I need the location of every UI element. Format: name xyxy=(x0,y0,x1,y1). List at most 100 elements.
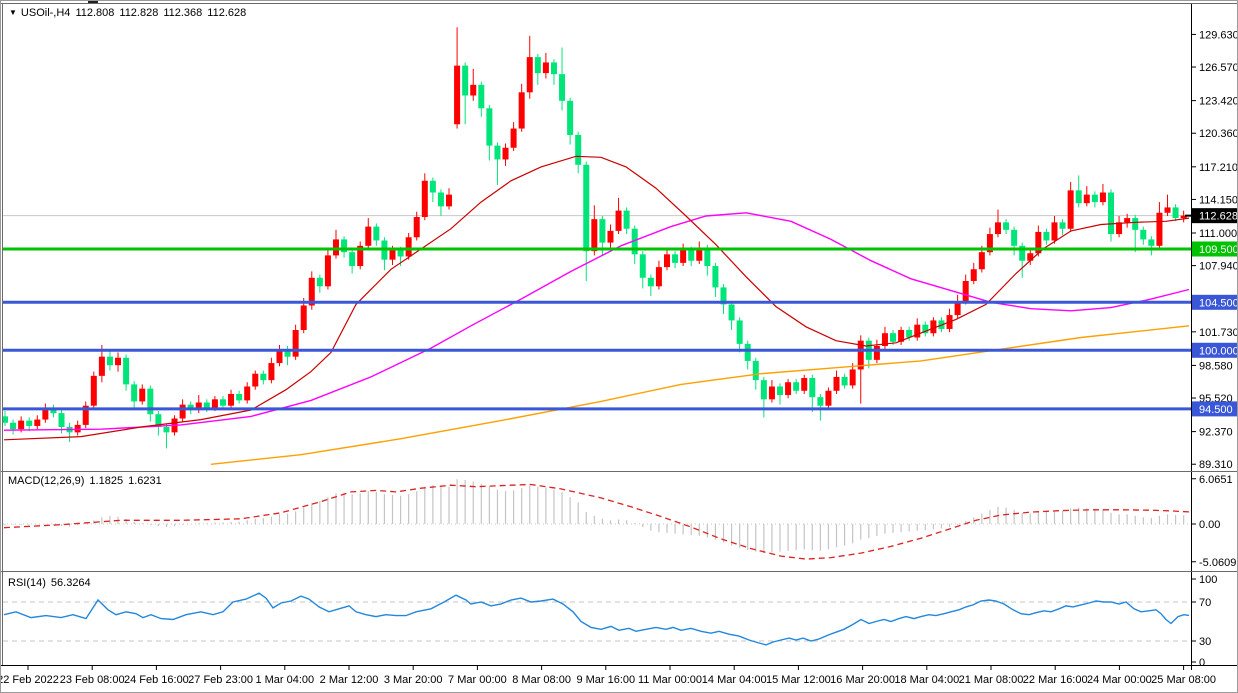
candle-body xyxy=(575,134,582,165)
candle-body xyxy=(752,360,759,381)
candle-body xyxy=(300,305,307,331)
rsi-panel[interactable] xyxy=(3,572,1191,665)
candle-body xyxy=(389,250,396,260)
date-tick-label: 18 Mar 04:00 xyxy=(894,674,959,686)
price-level-badge: 100.000 xyxy=(1192,342,1238,358)
candle-body xyxy=(922,324,929,334)
date-tick-label: 22 Mar 16:00 xyxy=(1023,674,1088,686)
candle-body xyxy=(655,267,662,287)
candle-body xyxy=(98,356,105,376)
main-chart-layer xyxy=(3,27,1191,465)
date-tick-label: 15 Mar 12:00 xyxy=(766,674,831,686)
candle-body xyxy=(179,404,186,419)
rsi-tick-label: 0 xyxy=(1199,657,1205,669)
badge-text: 100.000 xyxy=(1199,345,1238,357)
candle-body xyxy=(954,301,961,316)
candle-body xyxy=(139,388,146,402)
price-level-badge: 109.500 xyxy=(1192,241,1238,257)
candle-body xyxy=(1099,192,1106,203)
candle-body xyxy=(397,250,404,257)
candle-body xyxy=(446,194,453,207)
date-tick-label: 24 Feb 16:00 xyxy=(124,674,189,686)
top-edge-artifact xyxy=(88,1,98,4)
candle-body xyxy=(1083,194,1090,204)
candle-body xyxy=(542,62,549,74)
badge-background xyxy=(1192,401,1237,417)
candle-body xyxy=(1140,229,1147,240)
candle-body xyxy=(462,65,469,96)
candle-body xyxy=(510,128,517,148)
candle-body xyxy=(260,373,267,381)
ohlc-close: 112.628 xyxy=(207,7,247,19)
candle-body xyxy=(962,280,969,302)
candle-body xyxy=(1019,245,1026,261)
macd-signal-line xyxy=(3,483,1190,560)
date-axis-area[interactable] xyxy=(1,666,1238,693)
rsi-name: RSI(14) xyxy=(8,577,46,589)
candle-body xyxy=(236,393,243,401)
price-tick-label: 92.370 xyxy=(1199,427,1233,439)
badge-text: 109.500 xyxy=(1199,244,1238,256)
candle-body xyxy=(768,386,775,400)
candle-body xyxy=(930,320,937,334)
ma-fast-red-line xyxy=(3,155,1190,441)
candle-body xyxy=(42,407,49,420)
price-tick-label: 123.420 xyxy=(1199,96,1238,108)
badge-background xyxy=(1192,342,1237,358)
candle-body xyxy=(833,376,840,391)
symbol-ohlc-line: ▼ USOil-,H4 112.808 112.828 112.368 112.628 xyxy=(9,7,246,19)
price-tick-label: 107.940 xyxy=(1199,261,1238,273)
candle-body xyxy=(292,330,299,357)
candle-body xyxy=(785,382,792,396)
candle-body xyxy=(1172,207,1179,219)
candle-body xyxy=(744,343,751,361)
candle-body xyxy=(284,349,291,357)
price-tick-label: 89.310 xyxy=(1199,459,1233,471)
candle-body xyxy=(1132,218,1139,230)
badge-background xyxy=(1192,241,1237,257)
candle-body xyxy=(3,416,8,423)
rsi-tick-label: 70 xyxy=(1199,597,1211,609)
macd-main-value: 1.1825 xyxy=(89,475,124,487)
badge-background xyxy=(1192,294,1237,310)
candle-body xyxy=(841,376,848,386)
macd-name: MACD(12,26,9) xyxy=(8,475,85,487)
ohlc-open: 112.808 xyxy=(75,7,115,19)
symbol-label: USOil-,H4 xyxy=(20,7,71,19)
candle-body xyxy=(857,340,864,370)
price-tick-label: 114.150 xyxy=(1199,194,1238,206)
badge-text: 104.500 xyxy=(1199,297,1238,309)
candle-body xyxy=(849,369,856,386)
candle-body xyxy=(760,380,767,400)
candle-body xyxy=(881,333,888,347)
date-tick-label: 23 Feb 08:00 xyxy=(60,674,125,686)
symbol-dropdown-icon[interactable]: ▼ xyxy=(9,8,17,17)
candle-body xyxy=(429,180,436,193)
candle-body xyxy=(494,145,501,160)
candle-body xyxy=(332,239,339,256)
candle-body xyxy=(373,226,380,241)
candle-body xyxy=(599,219,606,243)
date-tick-label: 2 Mar 12:00 xyxy=(320,674,379,686)
candle-body xyxy=(591,219,598,252)
macd-tick-label: -5.0609 xyxy=(1199,557,1236,569)
candle-body xyxy=(341,239,348,253)
candle-body xyxy=(1148,239,1155,246)
candle-body xyxy=(809,377,816,398)
candle-body xyxy=(817,397,824,406)
macd-panel[interactable] xyxy=(3,472,1191,571)
candle-body xyxy=(906,330,913,338)
price-axis-area[interactable] xyxy=(1191,1,1238,666)
candle-body xyxy=(914,324,921,338)
macd-signal-value: 1.6231 xyxy=(128,475,162,487)
price-tick-label: 98.580 xyxy=(1199,360,1233,372)
candle-body xyxy=(123,357,130,385)
candle-body xyxy=(1164,207,1171,213)
candle-body xyxy=(421,180,428,218)
candle-body xyxy=(680,250,687,263)
rsi-value: 56.3264 xyxy=(50,577,91,589)
candle-body xyxy=(615,210,622,231)
candle-body xyxy=(413,217,420,238)
candle-body xyxy=(736,320,743,344)
